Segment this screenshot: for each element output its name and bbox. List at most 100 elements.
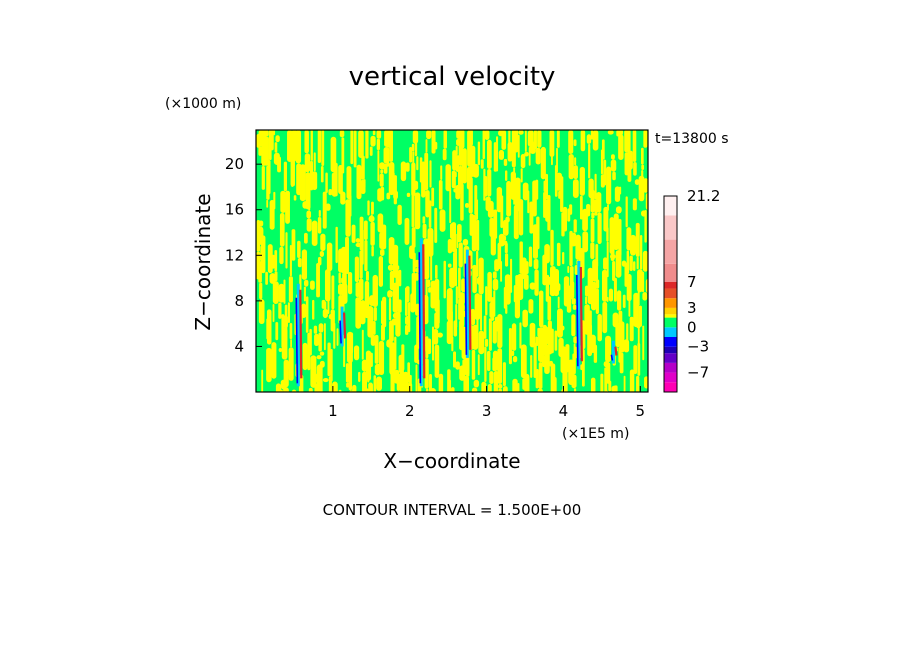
field-streak bbox=[487, 350, 491, 372]
field-streak bbox=[309, 328, 312, 356]
field-streak bbox=[395, 311, 401, 337]
field-streak bbox=[358, 371, 361, 382]
field-streak bbox=[365, 130, 369, 159]
field-streak bbox=[567, 266, 570, 274]
field-streak bbox=[361, 155, 365, 180]
field-streak bbox=[318, 323, 324, 333]
field-streak bbox=[311, 171, 318, 191]
field-streak bbox=[471, 214, 477, 252]
field-streak bbox=[455, 145, 458, 156]
field-streak bbox=[261, 165, 265, 190]
field-streak bbox=[451, 336, 454, 352]
field-streak bbox=[569, 204, 573, 215]
field-streak bbox=[258, 146, 263, 156]
field-streak bbox=[484, 338, 489, 347]
field-streak bbox=[297, 240, 301, 258]
field-streak bbox=[496, 136, 499, 172]
colorbar-swatch bbox=[664, 307, 677, 315]
field-streak bbox=[614, 385, 618, 392]
field-streak bbox=[422, 216, 426, 224]
field-streak bbox=[643, 178, 648, 193]
field-streak bbox=[365, 388, 369, 392]
colorbar-frame bbox=[663, 195, 678, 393]
field-streak bbox=[476, 219, 480, 251]
field-streak bbox=[266, 199, 269, 208]
field-streak bbox=[376, 130, 382, 139]
field-streak bbox=[633, 261, 636, 271]
field-streak bbox=[335, 226, 338, 264]
field-streak bbox=[595, 288, 599, 314]
field-streak bbox=[404, 325, 409, 335]
field-streak bbox=[524, 261, 529, 275]
field-streak bbox=[428, 373, 432, 392]
field-streak bbox=[361, 308, 366, 319]
field-streak bbox=[367, 370, 370, 383]
colorbar-tick-label: 21.2 bbox=[687, 187, 720, 205]
field-streak bbox=[641, 147, 644, 165]
field-streak bbox=[632, 130, 637, 162]
field-streak bbox=[642, 325, 645, 361]
field-streak bbox=[412, 151, 415, 181]
field-streak bbox=[264, 130, 269, 137]
field-streak bbox=[430, 280, 436, 309]
field-streak bbox=[471, 387, 478, 392]
field-streak bbox=[277, 156, 281, 173]
field-streak bbox=[304, 232, 308, 244]
colorbar-swatch bbox=[664, 288, 677, 299]
field-streak bbox=[316, 355, 322, 360]
field-streak bbox=[457, 223, 462, 243]
field-streak bbox=[497, 313, 503, 349]
field-streak bbox=[478, 330, 485, 355]
field-streak bbox=[533, 258, 539, 270]
field-streak bbox=[378, 340, 385, 375]
field-streak bbox=[339, 130, 345, 138]
y-tick-label: 8 bbox=[234, 292, 244, 310]
field-streak bbox=[429, 160, 432, 188]
field-streak bbox=[367, 200, 370, 216]
field-streak bbox=[369, 146, 373, 156]
field-streak bbox=[361, 134, 364, 156]
field-streak bbox=[463, 375, 469, 392]
field-streak bbox=[428, 287, 431, 293]
field-streak bbox=[586, 134, 592, 144]
field-streak bbox=[601, 139, 605, 160]
field-streak bbox=[571, 281, 575, 299]
field-streak bbox=[274, 249, 278, 272]
field-streak bbox=[527, 190, 530, 214]
field-streak bbox=[623, 375, 626, 392]
strong-feature-3 bbox=[464, 249, 472, 358]
field-streak bbox=[320, 165, 324, 183]
field-streak bbox=[487, 168, 492, 197]
feature-downdraft bbox=[610, 354, 614, 361]
field-streak bbox=[630, 234, 637, 256]
field-streak bbox=[346, 166, 352, 200]
field-streak bbox=[308, 387, 313, 392]
field-streak bbox=[445, 164, 451, 192]
field-streak bbox=[289, 323, 293, 340]
field-streak bbox=[447, 379, 452, 392]
field-streak bbox=[590, 218, 595, 243]
field-streak bbox=[261, 369, 264, 392]
field-streak bbox=[278, 283, 285, 303]
field-streak bbox=[345, 236, 349, 274]
field-streak bbox=[425, 279, 428, 309]
colorbar-tick-label: 0 bbox=[687, 318, 697, 336]
field-streak bbox=[635, 222, 640, 257]
field-streak bbox=[398, 269, 402, 287]
field-streak bbox=[493, 209, 498, 239]
field-streak bbox=[426, 279, 431, 288]
field-streak bbox=[448, 287, 453, 311]
field-streak bbox=[586, 204, 591, 217]
colorbar-swatch bbox=[664, 372, 677, 383]
field-streak bbox=[498, 149, 504, 160]
field-streak bbox=[376, 376, 382, 391]
field-streak bbox=[361, 229, 364, 265]
x-unit-label: (×1E5 m) bbox=[562, 426, 629, 442]
field-streak bbox=[311, 220, 318, 247]
field-streak bbox=[317, 256, 322, 266]
field-streak bbox=[596, 191, 602, 213]
field-streak bbox=[322, 191, 327, 229]
field-streak bbox=[345, 363, 350, 383]
colorbar-swatch bbox=[664, 196, 677, 216]
field-streak bbox=[318, 209, 321, 217]
